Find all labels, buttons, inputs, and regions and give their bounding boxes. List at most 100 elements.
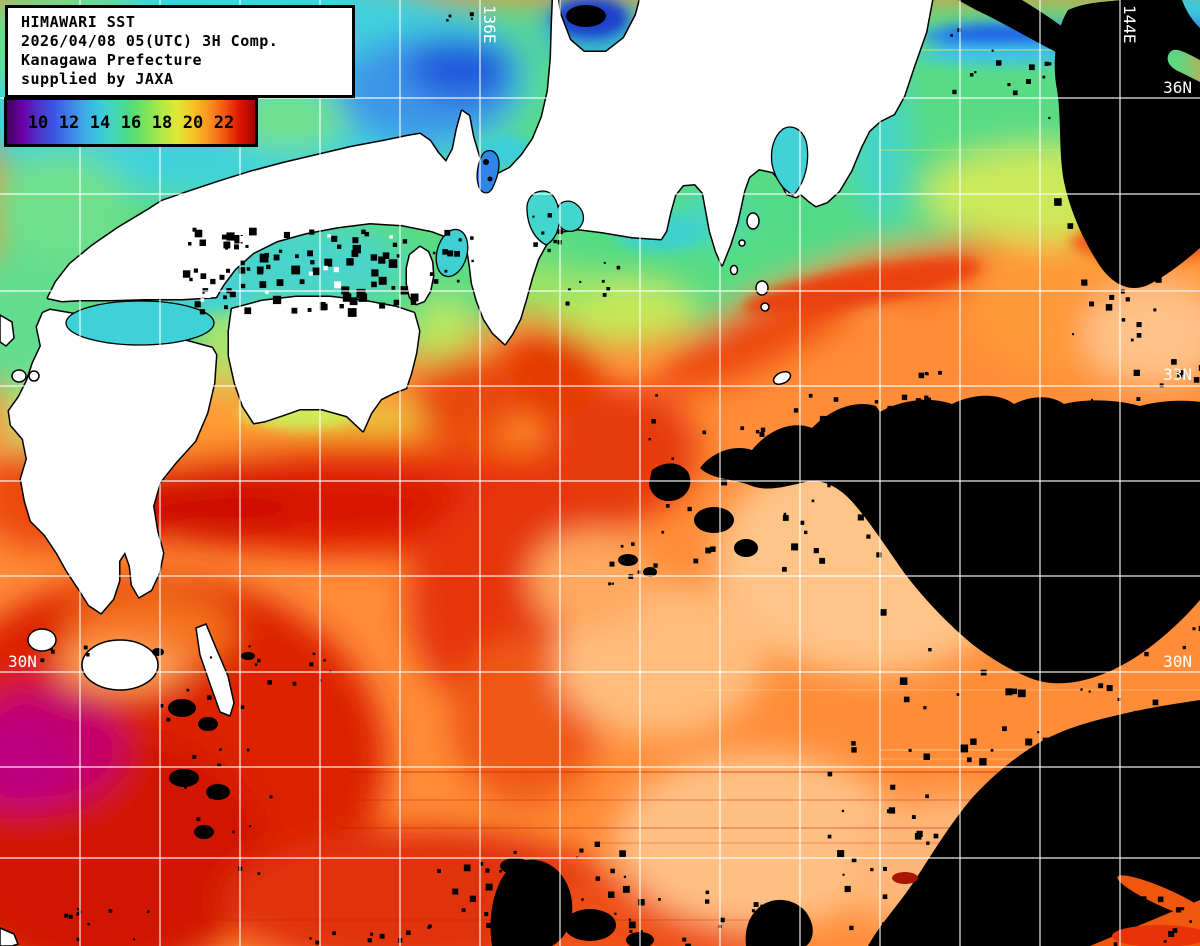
- cloud-speckle: [790, 440, 798, 448]
- cloud-speckle: [240, 705, 245, 709]
- island: [738, 239, 746, 247]
- cloud-speckle: [629, 923, 633, 927]
- cloud-speckle: [819, 557, 826, 564]
- cloud-speckle: [83, 645, 88, 650]
- cloud-speckle: [1044, 61, 1049, 66]
- cloud-speckle: [844, 481, 848, 485]
- cloud-speckle: [863, 427, 866, 430]
- cloud-speckle: [979, 758, 987, 766]
- cloud-speckle: [960, 623, 967, 630]
- bays-layer: [65, 126, 809, 346]
- lake-speck: [487, 176, 493, 182]
- cloud-speckle: [651, 419, 656, 424]
- cloud-speckle: [223, 295, 227, 300]
- cloud-speckle: [1117, 697, 1121, 702]
- scale-tick: 16: [120, 113, 142, 133]
- scale-tick: 22: [213, 113, 235, 133]
- cloud-speckle: [996, 60, 1002, 66]
- cloud-speckle: [461, 908, 466, 913]
- cloud-speckle: [315, 940, 320, 945]
- cloud-speckle: [1080, 688, 1083, 691]
- cloud-speckle: [323, 659, 326, 662]
- cloud-speckle: [1101, 651, 1110, 659]
- color-scale-legend: 10 12 14 16 18 20 22: [4, 97, 258, 147]
- cloud-speckle: [352, 244, 361, 254]
- cloud-speckle: [742, 459, 746, 464]
- cloud-speckle: [1083, 746, 1088, 751]
- land-mass: [407, 247, 433, 304]
- cloud-speckle: [608, 582, 612, 586]
- cloud-speckle: [1141, 896, 1147, 901]
- cloud-speckle: [257, 872, 261, 875]
- cloud-speckle: [1152, 148, 1156, 152]
- cloud-speckle: [1109, 294, 1115, 300]
- cloud-speckle: [349, 297, 358, 306]
- cloud-speckle: [841, 809, 845, 813]
- cloud-speckle: [232, 830, 235, 834]
- cloud-speckle: [606, 287, 611, 291]
- cloud-speckle: [498, 941, 504, 946]
- cloud-blob: [500, 858, 530, 874]
- cloud-speckle: [888, 807, 896, 814]
- cloud-speckle: [1029, 64, 1035, 71]
- island: [729, 264, 739, 276]
- cloud-speckle: [240, 283, 246, 289]
- cloud-speckle: [76, 937, 81, 942]
- cloud-speckle: [184, 786, 187, 789]
- cloud-speckle: [840, 410, 846, 415]
- cloud-speckle: [640, 930, 643, 933]
- cloud-speckle: [396, 254, 400, 258]
- cloud-speckle: [199, 309, 206, 315]
- cloud-speckle: [808, 393, 813, 398]
- cloud-speckle: [815, 465, 823, 473]
- cloud-speckle: [638, 899, 645, 906]
- cloud-speckle: [1118, 38, 1124, 45]
- cloud-speckle: [637, 570, 641, 574]
- cloud-speckle: [1109, 901, 1114, 906]
- cloud-speckle: [367, 938, 372, 943]
- cloud-speckle: [1157, 896, 1164, 903]
- cloud-speckle: [603, 261, 606, 264]
- cloud-speckle: [560, 897, 563, 900]
- cloud-speckle: [499, 869, 502, 873]
- cloud-speckle: [291, 307, 298, 314]
- cloud-speckle: [1134, 6, 1138, 9]
- cloud-speckle: [486, 922, 492, 928]
- cloud-speckle: [927, 941, 933, 946]
- cloud-speckle: [890, 478, 894, 482]
- cloud-speckle: [1068, 149, 1077, 157]
- cloud-speckle: [633, 938, 640, 945]
- cloud-speckle: [87, 922, 90, 926]
- cloud-speckle: [410, 299, 417, 305]
- cloud-speckle: [724, 519, 727, 522]
- cloud-speckle: [976, 921, 983, 928]
- cloud-speckle: [1098, 683, 1104, 689]
- cloud-speckle: [990, 749, 994, 752]
- cloud-speckle: [186, 688, 190, 692]
- cloud-speckle: [938, 370, 942, 375]
- cloud-speckle: [533, 242, 538, 247]
- cloud-speckle: [851, 422, 856, 427]
- cloud-speckle: [1130, 192, 1138, 201]
- cloud-speckle: [758, 911, 763, 917]
- cloud-speckle: [194, 301, 201, 308]
- sst-blob: [743, 259, 981, 315]
- cloud-speckle: [334, 281, 341, 289]
- cloud-speckle: [469, 12, 474, 17]
- cloud-speckle: [908, 748, 912, 752]
- cloud-speckle: [608, 891, 615, 898]
- cloud-speckle: [1157, 269, 1161, 273]
- land-mass: [229, 297, 419, 431]
- cloud-speckle: [86, 653, 90, 657]
- cloud-speckle: [1047, 608, 1050, 611]
- cloud-speckle: [229, 291, 236, 298]
- cloud-speckle: [299, 279, 305, 285]
- cloud-speckle: [1182, 645, 1186, 650]
- cloud-speckle: [1198, 625, 1200, 632]
- cloud-speckle: [939, 401, 942, 404]
- cloud-speckle: [361, 229, 366, 235]
- cloud-speckle: [541, 231, 545, 235]
- lake-speck: [483, 159, 489, 165]
- cloud-speckle: [159, 704, 164, 708]
- cloud-mass: [700, 395, 1200, 684]
